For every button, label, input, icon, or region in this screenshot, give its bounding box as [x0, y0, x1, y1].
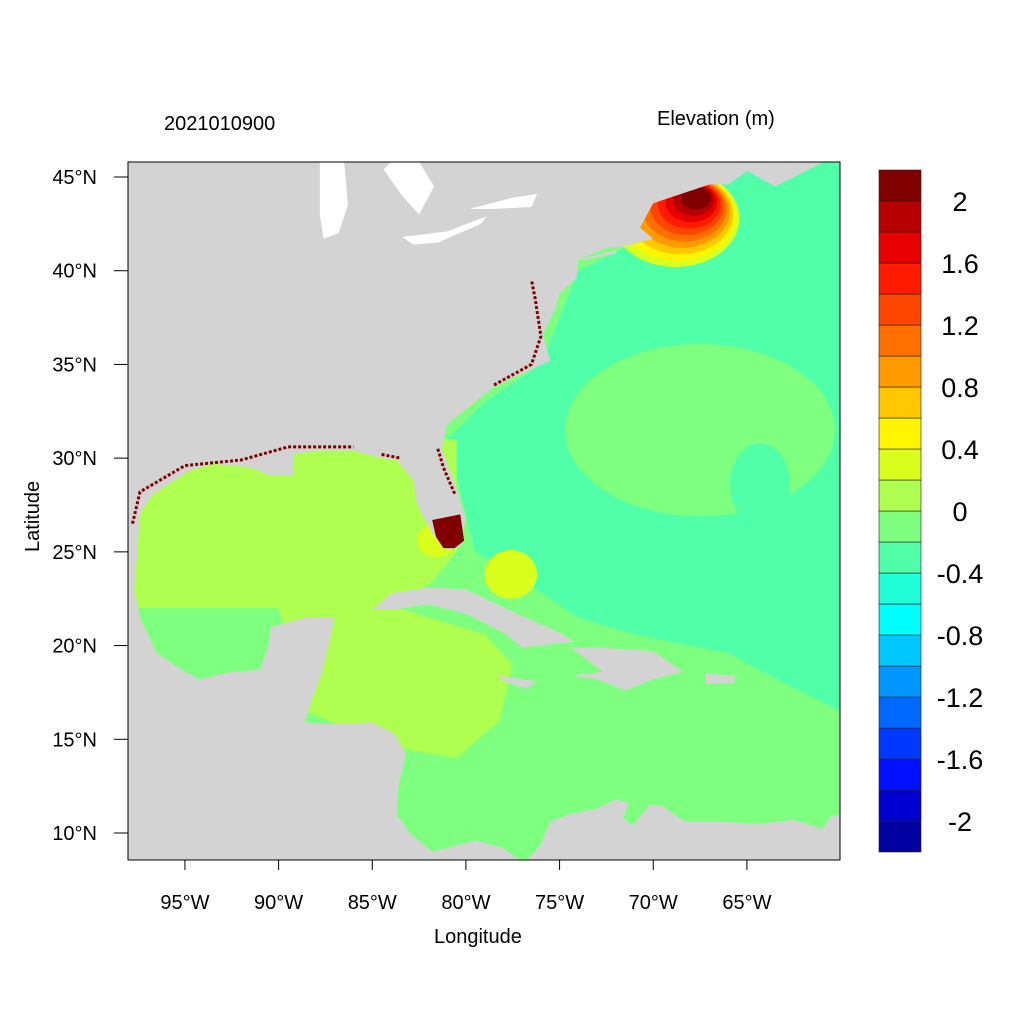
coastal-surge-speckles: [493, 279, 543, 387]
colorbar-bin: [878, 355, 922, 388]
island-hispaniola: [570, 647, 684, 691]
colorbar-bin: [878, 262, 922, 295]
colorbar-bin: [878, 200, 922, 233]
colorbar-bin: [878, 386, 922, 419]
colorbar-label: -1.6: [937, 745, 984, 775]
colorbar-bin: [878, 169, 922, 202]
chart-title-date: 2021010900: [164, 113, 276, 135]
florida-surge: [432, 514, 465, 549]
x-tick-label: 65°W: [722, 892, 771, 914]
x-tick-label: 90°W: [254, 892, 303, 914]
y-tick-label: 40°N: [52, 261, 97, 283]
island-jamaica: [497, 675, 538, 689]
x-tick-label: 80°W: [441, 892, 490, 914]
x-tick-label: 95°W: [160, 892, 209, 914]
y-tick-label: 25°N: [52, 542, 97, 564]
colorbar-label: 1.2: [941, 311, 979, 341]
ocean-region-atlantic-center: [565, 343, 835, 517]
bahamas-anomaly: [484, 549, 538, 599]
lake-ontario: [469, 193, 538, 209]
y-tick-label: 15°N: [52, 729, 97, 751]
colorbar-bin: [878, 696, 922, 729]
surge-contour: [680, 186, 711, 210]
colorbar-bin: [878, 665, 922, 698]
colorbar-bin: [878, 789, 922, 822]
colorbar-label: -0.8: [937, 621, 984, 651]
colorbar-bin: [878, 634, 922, 667]
colorbar-label: 1.6: [941, 249, 979, 279]
colorbar-label: -2: [948, 807, 972, 837]
land-north-america: [128, 162, 840, 860]
colorbar-bin: [878, 820, 922, 853]
x-tick-label: 75°W: [535, 892, 584, 914]
island-cuba: [372, 587, 575, 648]
colorbar-label: -1.2: [937, 683, 984, 713]
lake-erie: [402, 216, 487, 245]
axes: 95°W 90°W 85°W 80°W 75°W 70°W 65°W 45°N 40°N 35°N…: [52, 167, 771, 914]
x-tick-label: 85°W: [348, 892, 397, 914]
colorbar-label: -0.4: [937, 559, 984, 589]
y-tick-label: 10°N: [52, 823, 97, 845]
colorbar-label: 2: [952, 187, 967, 217]
colorbar-bin: [878, 293, 922, 326]
y-tick-label: 35°N: [52, 354, 97, 376]
x-axis-label: Longitude: [434, 926, 522, 948]
island-nova-scotia-tip: [731, 162, 824, 187]
lake-michigan: [319, 162, 348, 239]
y-tick-label: 20°N: [52, 636, 97, 658]
ocean-region-atlantic-eddy: [730, 443, 790, 526]
colorbar-bin: [878, 479, 922, 512]
colorbar-bin: [878, 572, 922, 605]
coastal-surge-speckles: [381, 452, 401, 460]
lake-huron: [383, 162, 435, 215]
ocean-region-gulf: [128, 439, 513, 758]
plot-frame: [127, 161, 841, 861]
colorbar-bin: [878, 324, 922, 357]
colorbar-bin: [878, 448, 922, 481]
colorbar-title: Elevation (m): [657, 108, 775, 130]
colorbar-bin: [878, 758, 922, 791]
coastal-surge-speckles: [436, 448, 457, 495]
island-long-island: [578, 250, 616, 261]
y-tick-label: 45°N: [52, 167, 97, 189]
coastal-surge-speckles: [131, 445, 354, 525]
colorbar-label: 0: [952, 497, 967, 527]
colorbar-bin: [878, 603, 922, 636]
island-puerto-rico: [705, 673, 736, 684]
colorbar-label: 0.4: [941, 435, 979, 465]
colorbar-bin: [878, 231, 922, 264]
colorbar-bin: [878, 417, 922, 450]
colorbar-bin: [878, 510, 922, 543]
colorbar-label: 0.8: [941, 373, 979, 403]
map-layer: [128, 162, 840, 860]
y-tick-label: 30°N: [52, 448, 97, 470]
colorbar: 2 1.6 1.2 0.8 0.4 0 -0.4 -0.8 -1.2 -1.6 -2: [878, 169, 984, 853]
colorbar-bin: [878, 727, 922, 760]
x-tick-label: 70°W: [629, 892, 678, 914]
colorbar-bin: [878, 541, 922, 574]
